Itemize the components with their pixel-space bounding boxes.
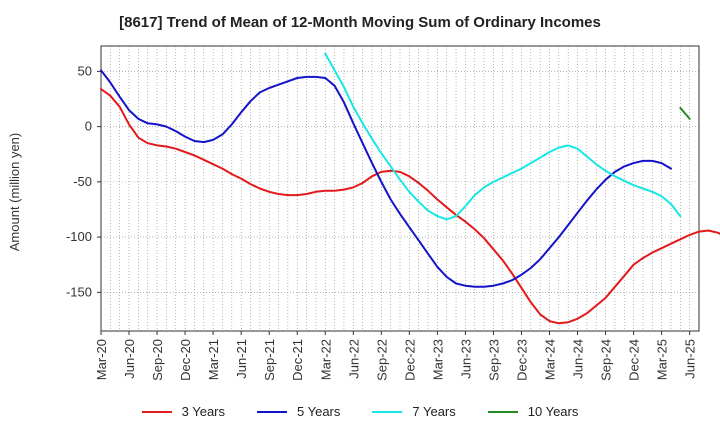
x-tick-label: Jun-23 <box>458 339 473 379</box>
legend-swatch-10-years <box>487 410 518 413</box>
y-tick-label: -150 <box>66 284 92 299</box>
chart-title: [8617] Trend of Mean of 12-Month Moving … <box>119 14 601 31</box>
x-tick-label: Sep-23 <box>486 339 501 381</box>
y-axis-label: Amount (million yen) <box>7 133 22 252</box>
grid-layer <box>101 46 699 331</box>
legend-label-10-years: 10 Years <box>527 404 579 419</box>
series-line-5-years <box>100 69 672 288</box>
x-tick-label: Dec-22 <box>402 339 417 381</box>
x-tick-label: Jun-25 <box>683 339 698 379</box>
plot-frame <box>100 45 700 332</box>
y-tick-label: -100 <box>66 229 92 244</box>
legend-swatch-7-years <box>372 410 403 413</box>
x-tick-label: Jun-22 <box>346 339 361 379</box>
x-tick-label: Mar-20 <box>94 339 109 380</box>
legend-label-5-years: 5 Years <box>297 404 341 419</box>
x-tick-label: Mar-23 <box>430 339 445 380</box>
x-tick-label: Dec-23 <box>514 339 529 381</box>
x-tick-label: Jun-24 <box>571 339 586 379</box>
x-tick-label: Jun-21 <box>234 339 249 379</box>
x-tick-label: Jun-20 <box>122 339 137 379</box>
x-tick-label: Sep-21 <box>262 339 277 381</box>
y-tick-label: -50 <box>73 174 92 189</box>
x-tick-label: Dec-20 <box>178 339 193 381</box>
legend-item-7-years: 7 Years <box>372 404 456 419</box>
y-tick-label: 0 <box>85 119 92 134</box>
x-tick-label: Mar-24 <box>543 339 558 380</box>
x-tick-label: Sep-22 <box>374 339 389 381</box>
legend-label-3-years: 3 Years <box>181 404 225 419</box>
series-line-7-years <box>324 52 682 221</box>
x-tick-label: Mar-25 <box>655 339 670 380</box>
x-tick-label: Mar-21 <box>206 339 221 380</box>
legend-label-7-years: 7 Years <box>412 404 456 419</box>
x-tick-label: Mar-22 <box>318 339 333 380</box>
x-tick-label: Sep-20 <box>150 339 165 381</box>
legend: 3 Years 5 Years 7 Years 10 Years <box>0 404 720 419</box>
legend-item-5-years: 5 Years <box>257 404 340 419</box>
series-line-10-years <box>679 106 691 120</box>
axis-layer: 50 0 -50 -100 -150 Mar-20 Jun-20 Sep-20 Dec-20 Ma… <box>66 45 700 381</box>
x-tick-label: Sep-24 <box>599 339 614 381</box>
series-line-3-years <box>100 88 720 325</box>
x-tick-label: Dec-21 <box>290 339 305 381</box>
legend-swatch-5-years <box>257 410 287 413</box>
y-tick-label: 50 <box>78 63 92 78</box>
legend-item-10-years: 10 Years <box>487 404 579 419</box>
legend-item-3-years: 3 Years <box>141 404 225 419</box>
x-tick-label: Dec-24 <box>627 339 642 381</box>
legend-swatch-3-years <box>141 410 172 413</box>
series-layer <box>100 52 720 325</box>
